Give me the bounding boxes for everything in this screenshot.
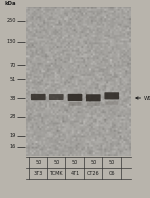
Text: 50: 50 [72, 160, 78, 165]
FancyBboxPatch shape [31, 94, 46, 100]
Text: 50: 50 [109, 160, 115, 165]
Text: 38: 38 [9, 95, 16, 101]
Text: 19: 19 [9, 133, 16, 138]
Text: 3T3: 3T3 [34, 171, 43, 176]
Text: 4T1: 4T1 [70, 171, 80, 176]
FancyBboxPatch shape [104, 92, 119, 99]
Text: kDa: kDa [4, 1, 16, 6]
FancyBboxPatch shape [49, 94, 64, 100]
Text: 16: 16 [9, 144, 16, 149]
FancyBboxPatch shape [69, 102, 81, 106]
Text: WDR5: WDR5 [144, 95, 150, 101]
Text: 250: 250 [6, 18, 16, 23]
Text: C6: C6 [108, 171, 115, 176]
Text: 130: 130 [6, 39, 16, 44]
FancyBboxPatch shape [68, 94, 82, 101]
FancyBboxPatch shape [87, 102, 100, 106]
Text: 28: 28 [9, 114, 16, 119]
Bar [26, 8, 130, 156]
FancyBboxPatch shape [86, 94, 101, 101]
FancyBboxPatch shape [105, 101, 118, 105]
Text: 50: 50 [35, 160, 41, 165]
Text: TCMK: TCMK [50, 171, 63, 176]
Text: 51: 51 [9, 77, 16, 82]
Text: 70: 70 [9, 63, 16, 68]
Text: CT26: CT26 [87, 171, 100, 176]
Text: 50: 50 [90, 160, 96, 165]
Text: 50: 50 [53, 160, 59, 165]
